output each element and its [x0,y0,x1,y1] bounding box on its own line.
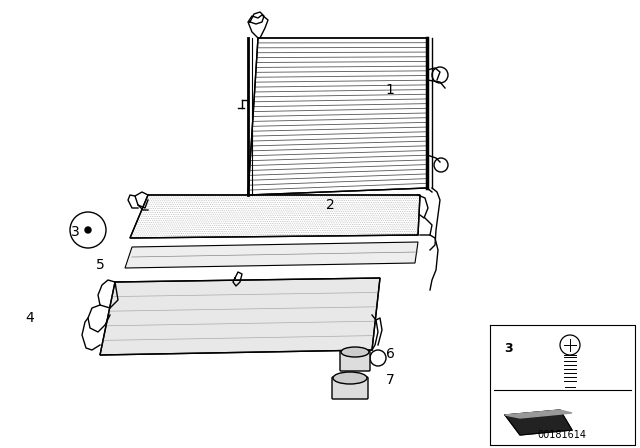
Polygon shape [505,410,572,435]
Text: 3: 3 [504,342,513,355]
FancyBboxPatch shape [332,377,368,399]
Text: 7: 7 [386,373,394,387]
Text: 6: 6 [385,347,394,361]
Text: 4: 4 [26,311,35,325]
Polygon shape [100,278,380,355]
Polygon shape [505,410,572,418]
Ellipse shape [333,372,367,384]
Text: 5: 5 [95,258,104,272]
Text: 2: 2 [326,198,334,212]
Text: 1: 1 [385,83,394,97]
Ellipse shape [341,347,369,357]
Circle shape [85,227,91,233]
Text: 00181614: 00181614 [538,430,586,440]
FancyBboxPatch shape [340,351,370,371]
Polygon shape [130,195,420,238]
Polygon shape [248,38,427,195]
Polygon shape [125,242,418,268]
Text: 3: 3 [70,225,79,239]
